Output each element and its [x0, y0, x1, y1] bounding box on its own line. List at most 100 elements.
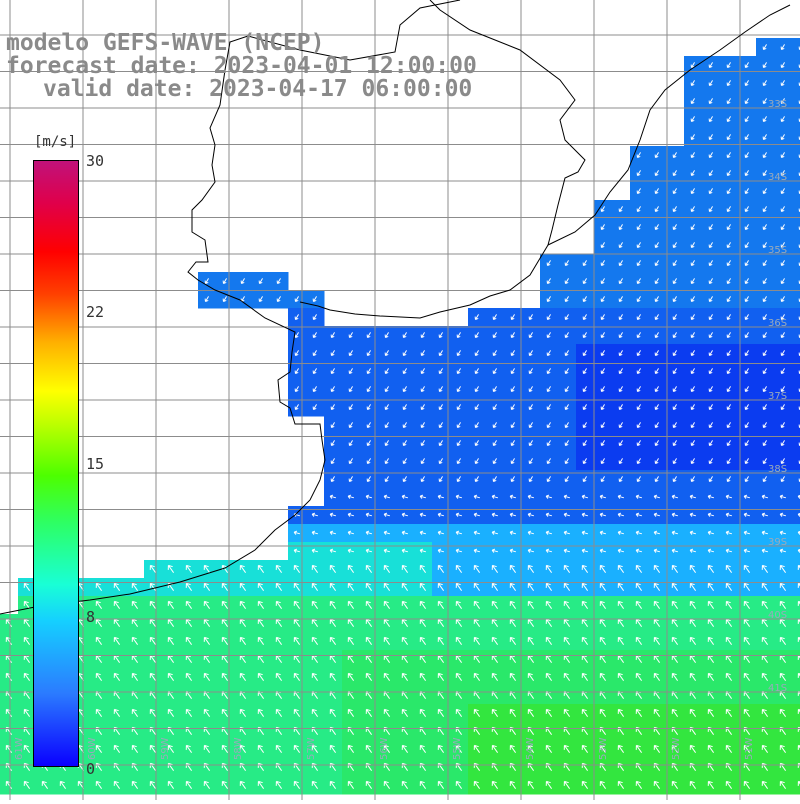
wind-arrow [167, 600, 175, 609]
wind-arrow [311, 548, 319, 553]
wind-arrow [725, 744, 733, 753]
wind-arrow [509, 600, 517, 609]
title-valid-date: valid date: 2023-04-17 06:00:00 [43, 76, 473, 102]
wind-arrow [761, 600, 769, 609]
wind-arrow [690, 170, 695, 177]
wind-arrow [618, 350, 623, 357]
wind-arrow [779, 780, 787, 789]
wind-arrow [509, 494, 517, 499]
wind-arrow [203, 672, 211, 681]
wind-arrow [582, 332, 587, 339]
wind-arrow [690, 134, 695, 141]
wind-arrow [726, 458, 731, 465]
wind-arrow [203, 582, 211, 591]
wind-arrow [167, 708, 175, 717]
wind-arrow [581, 708, 589, 717]
wind-arrow [545, 708, 553, 717]
wind-arrow [239, 708, 247, 717]
wind-arrow [330, 368, 335, 375]
wind-arrow [438, 386, 443, 393]
wind-arrow [347, 780, 355, 789]
wind-arrow [563, 548, 571, 553]
wind-arrow [744, 458, 749, 465]
wind-arrow [779, 618, 787, 627]
wind-arrow [779, 744, 787, 753]
wind-arrow [636, 260, 641, 267]
wind-arrow [564, 386, 569, 393]
wind-arrow [365, 618, 373, 627]
wind-arrow [95, 672, 103, 681]
wind-arrow [546, 476, 551, 483]
wind-arrow [708, 386, 713, 393]
field-cell [792, 200, 800, 219]
wind-arrow [23, 780, 31, 789]
wind-arrow [744, 80, 749, 87]
wind-arrow [383, 582, 391, 591]
wind-arrow [365, 494, 373, 499]
wind-arrow [473, 618, 481, 627]
wind-arrow [437, 672, 445, 681]
wind-arrow [492, 476, 497, 483]
wind-arrow [779, 600, 787, 609]
wind-arrow [636, 314, 641, 321]
wind-arrow [689, 512, 697, 517]
wind-arrow [744, 260, 749, 267]
latitude-label: 37S [768, 391, 787, 402]
wind-arrow [761, 636, 769, 645]
wind-arrow [600, 314, 605, 321]
wind-arrow [401, 780, 409, 789]
wind-arrow [636, 386, 641, 393]
wind-arrow [185, 636, 193, 645]
wind-arrow [582, 350, 587, 357]
wind-arrow [744, 170, 749, 177]
wind-arrow [744, 224, 749, 231]
wind-arrow [582, 458, 587, 465]
wind-arrow [563, 708, 571, 717]
wind-arrow [455, 530, 463, 535]
coastline [0, 0, 791, 615]
field-cell [792, 290, 800, 309]
wind-arrow [347, 582, 355, 591]
wind-arrow [437, 618, 445, 627]
wind-arrow [600, 368, 605, 375]
wind-arrow [780, 224, 785, 231]
wind-arrow [491, 672, 499, 681]
wind-arrow [113, 582, 121, 591]
wind-arrow [347, 636, 355, 645]
field-cell [792, 488, 800, 507]
wind-arrow [491, 530, 499, 535]
wind-arrow [708, 368, 713, 375]
wind-arrow [780, 242, 785, 249]
wind-arrow [402, 422, 407, 429]
wind-arrow [690, 62, 695, 69]
wind-arrow [527, 512, 535, 517]
wind-arrow [257, 600, 265, 609]
wind-arrow [365, 708, 373, 717]
wind-arrow [402, 440, 407, 447]
wind-arrow [744, 116, 749, 123]
wind-arrow [564, 260, 569, 267]
wind-arrow [654, 152, 659, 159]
wind-arrow [509, 530, 517, 535]
wind-arrow [708, 224, 713, 231]
wind-arrow [797, 708, 800, 714]
wind-arrow [797, 582, 800, 588]
field-cell [792, 416, 800, 435]
wind-arrow [402, 476, 407, 483]
wind-arrow [419, 708, 427, 717]
wind-arrow [545, 672, 553, 681]
longitude-labels: 61W 60W 59W 58W 57W 56W 55W 54W 53W 52W 51W [14, 737, 755, 760]
wind-arrow [600, 296, 605, 303]
wind-arrow [563, 512, 571, 517]
wind-arrow [185, 780, 193, 789]
wind-arrow [743, 618, 751, 627]
wind-arrow [636, 476, 641, 483]
wind-arrow [311, 530, 319, 535]
wind-arrow [780, 44, 785, 51]
wind-arrow [366, 440, 371, 447]
wind-arrow [653, 600, 661, 609]
wind-arrow [744, 476, 749, 483]
wind-arrow [383, 708, 391, 717]
coastline-brazil [547, 4, 791, 246]
wind-arrow [726, 296, 731, 303]
